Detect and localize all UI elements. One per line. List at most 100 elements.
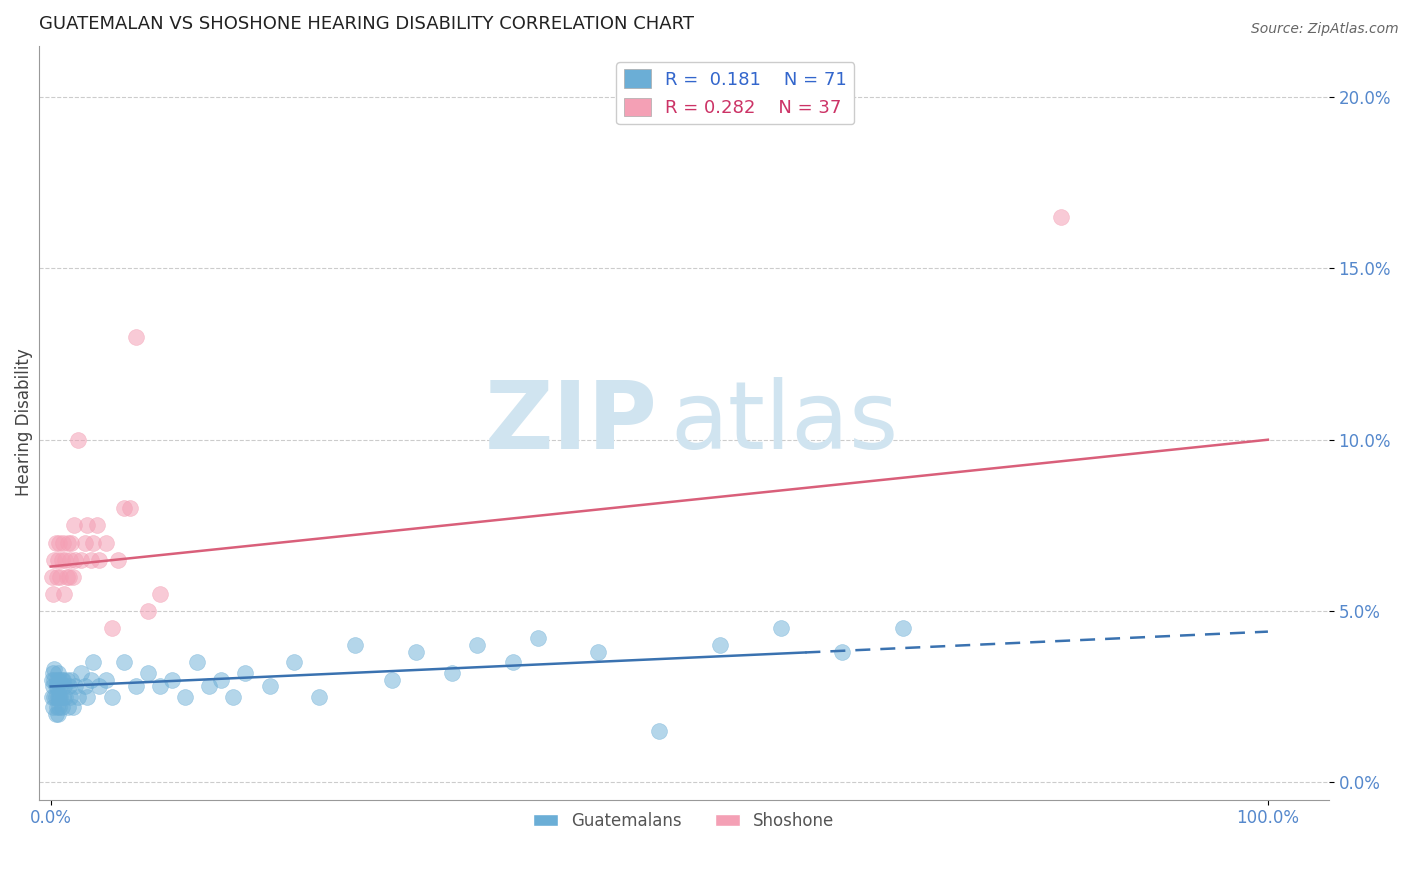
Point — [52, 690, 75, 704]
Point — [1050, 210, 1073, 224]
Point — [173, 690, 195, 704]
Point — [55, 673, 77, 687]
Point — [45, 680, 67, 694]
Point — [709, 638, 731, 652]
Point — [45, 570, 67, 584]
Point — [45, 690, 67, 704]
Point — [82, 656, 104, 670]
Point — [80, 673, 103, 687]
Point — [222, 690, 245, 704]
Point — [46, 706, 69, 721]
Point — [45, 700, 67, 714]
Point — [648, 723, 671, 738]
Point — [59, 552, 82, 566]
Point — [41, 673, 63, 687]
Point — [80, 552, 103, 566]
Point — [53, 690, 76, 704]
Point — [770, 621, 793, 635]
Point — [63, 518, 86, 533]
Point — [41, 570, 63, 584]
Point — [44, 662, 66, 676]
Point — [136, 665, 159, 680]
Point — [49, 570, 72, 584]
Point — [76, 690, 98, 704]
Legend: Guatemalans, Shoshone: Guatemalans, Shoshone — [526, 805, 841, 837]
Point — [831, 645, 853, 659]
Text: GUATEMALAN VS SHOSHONE HEARING DISABILITY CORRELATION CHART: GUATEMALAN VS SHOSHONE HEARING DISABILIT… — [38, 15, 693, 33]
Point — [588, 645, 610, 659]
Point — [465, 638, 488, 652]
Point — [45, 706, 67, 721]
Point — [52, 673, 75, 687]
Point — [186, 656, 208, 670]
Point — [48, 673, 70, 687]
Point — [49, 680, 72, 694]
Point — [100, 621, 122, 635]
Text: ZIP: ZIP — [485, 376, 658, 468]
Point — [891, 621, 914, 635]
Point — [112, 501, 135, 516]
Point — [56, 700, 79, 714]
Point — [107, 552, 129, 566]
Point — [44, 552, 66, 566]
Point — [125, 680, 148, 694]
Point — [380, 673, 402, 687]
Point — [60, 673, 83, 687]
Point — [46, 665, 69, 680]
Point — [89, 680, 111, 694]
Y-axis label: Hearing Disability: Hearing Disability — [15, 349, 32, 497]
Point — [125, 330, 148, 344]
Point — [94, 673, 117, 687]
Point — [100, 690, 122, 704]
Point — [76, 518, 98, 533]
Point — [51, 552, 73, 566]
Point — [86, 518, 108, 533]
Point — [63, 552, 86, 566]
Point — [53, 680, 76, 694]
Point — [405, 645, 427, 659]
Point — [118, 501, 141, 516]
Point — [55, 570, 77, 584]
Point — [94, 535, 117, 549]
Point — [53, 552, 76, 566]
Point — [209, 673, 232, 687]
Point — [441, 665, 464, 680]
Point — [259, 680, 281, 694]
Point — [48, 700, 70, 714]
Point — [56, 535, 79, 549]
Point — [66, 690, 89, 704]
Point — [45, 673, 67, 687]
Point — [73, 680, 96, 694]
Point — [62, 570, 84, 584]
Point — [136, 604, 159, 618]
Point — [63, 680, 86, 694]
Point — [44, 673, 66, 687]
Point — [112, 656, 135, 670]
Point — [82, 535, 104, 549]
Point — [41, 690, 63, 704]
Point — [526, 632, 548, 646]
Point — [48, 690, 70, 704]
Point — [53, 587, 76, 601]
Point — [235, 665, 257, 680]
Point — [42, 665, 65, 680]
Point — [49, 690, 72, 704]
Point — [149, 587, 172, 601]
Point — [45, 680, 67, 694]
Point — [46, 690, 69, 704]
Point — [42, 700, 65, 714]
Text: atlas: atlas — [671, 376, 898, 468]
Text: Source: ZipAtlas.com: Source: ZipAtlas.com — [1251, 22, 1399, 37]
Point — [73, 535, 96, 549]
Point — [45, 535, 67, 549]
Point — [46, 552, 69, 566]
Point — [62, 700, 84, 714]
Point — [70, 552, 93, 566]
Point — [58, 680, 80, 694]
Point — [308, 690, 330, 704]
Point — [59, 690, 82, 704]
Point — [44, 690, 66, 704]
Point — [283, 656, 305, 670]
Point — [198, 680, 221, 694]
Point — [66, 433, 89, 447]
